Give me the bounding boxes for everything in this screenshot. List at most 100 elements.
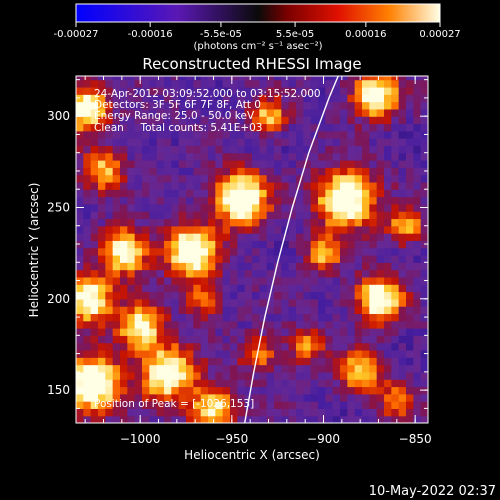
heatmap-cell [230, 247, 238, 256]
heatmap-cell [105, 379, 114, 388]
heatmap-cell [222, 86, 231, 95]
heatmap-cell [98, 357, 106, 366]
heatmap-cell [325, 386, 334, 395]
heatmap-cell [303, 233, 312, 241]
heatmap-cell [332, 313, 341, 322]
heatmap-cell [237, 364, 246, 373]
heatmap-cell [325, 357, 334, 366]
heatmap-cell [134, 349, 143, 358]
heatmap-cell [98, 393, 106, 402]
heatmap-cell [112, 218, 121, 227]
heatmap-cell [376, 145, 385, 154]
colorbar-tick-label: -5.5e-05 [200, 29, 242, 40]
heatmap-cell [237, 298, 246, 307]
heatmap-cell [193, 284, 202, 293]
heatmap-cell [391, 138, 400, 146]
heatmap-cell [347, 218, 356, 227]
heatmap-cell [156, 276, 165, 285]
heatmap-cell [98, 130, 106, 139]
heatmap-cell [398, 101, 407, 110]
heatmap-cell [376, 138, 385, 146]
heatmap-cell [252, 306, 260, 315]
heatmap-cell [83, 269, 92, 278]
heatmap-cell [252, 108, 260, 117]
heatmap-cell [391, 174, 400, 183]
heatmap-cell [318, 371, 326, 380]
heatmap-cell [230, 145, 238, 154]
heatmap-cell [303, 393, 312, 402]
heatmap-cell [98, 94, 106, 103]
heatmap-cell [142, 349, 150, 358]
heatmap-cell [288, 328, 297, 336]
heatmap-cell [369, 116, 378, 125]
heatmap-cell [406, 181, 414, 190]
x-tick-label: −900 [307, 432, 340, 446]
annotation-energy-range: Energy Range: 25.0 - 50.0 keV [94, 110, 255, 122]
heatmap-cell [186, 86, 194, 95]
heatmap-cell [391, 357, 400, 366]
heatmap-cell [384, 116, 392, 125]
heatmap-cell [142, 298, 150, 307]
heatmap-cell [134, 116, 143, 125]
heatmap-cell [318, 189, 326, 198]
heatmap-cell [281, 181, 290, 190]
heatmap-cell [186, 145, 194, 154]
heatmap-cell [310, 167, 319, 176]
heatmap-cell [281, 386, 290, 395]
heatmap-cell [398, 401, 407, 409]
heatmap-cell [325, 76, 334, 81]
heatmap-cell [384, 386, 392, 395]
heatmap-cell [208, 233, 216, 241]
heatmap-cell [340, 94, 348, 103]
heatmap-cell [376, 196, 385, 205]
heatmap-cell [274, 79, 282, 88]
heatmap-cell [127, 123, 136, 132]
heatmap-cell [340, 262, 348, 271]
heatmap-cell [259, 262, 268, 271]
heatmap-cell [193, 379, 202, 388]
heatmap-cell [274, 408, 282, 417]
heatmap-cell [134, 313, 143, 322]
heatmap-cell [208, 320, 216, 329]
heatmap-cell [391, 401, 400, 409]
heatmap-cell [149, 233, 158, 241]
heatmap-cell [171, 247, 180, 256]
heatmap-cell [178, 174, 187, 183]
heatmap-cell [369, 269, 378, 278]
heatmap-cell [259, 328, 268, 336]
heatmap-cell [156, 160, 165, 168]
heatmap-cell [142, 415, 150, 423]
heatmap-cell [303, 79, 312, 88]
heatmap-cell [310, 174, 319, 183]
heatmap-cell [398, 306, 407, 315]
heatmap-cell [105, 145, 114, 154]
heatmap-cell [391, 233, 400, 241]
heatmap-cell [252, 152, 260, 161]
heatmap-cell [178, 79, 187, 88]
heatmap-cell [266, 335, 275, 344]
heatmap-cell [171, 401, 180, 409]
heatmap-cell [362, 401, 370, 409]
heatmap-cell [164, 379, 172, 388]
heatmap-cell [281, 152, 290, 161]
heatmap-cell [398, 291, 407, 300]
heatmap-cell [208, 364, 216, 373]
heatmap-cell [384, 108, 392, 117]
heatmap-cell [252, 167, 260, 176]
heatmap-cell [215, 401, 224, 409]
heatmap-cell [281, 196, 290, 205]
heatmap-cell [398, 379, 407, 388]
heatmap-cell [200, 415, 209, 423]
heatmap-cell [149, 130, 158, 139]
heatmap-cell [105, 342, 114, 351]
heatmap-cell [413, 291, 422, 300]
heatmap-cell [98, 342, 106, 351]
heatmap-cell [354, 298, 363, 307]
heatmap-cell [362, 101, 370, 110]
heatmap-cell [178, 401, 187, 409]
heatmap-cell [413, 167, 422, 176]
heatmap-cell [112, 408, 121, 417]
heatmap-cell [281, 189, 290, 198]
heatmap-cell [156, 94, 165, 103]
heatmap-cell [274, 320, 282, 329]
